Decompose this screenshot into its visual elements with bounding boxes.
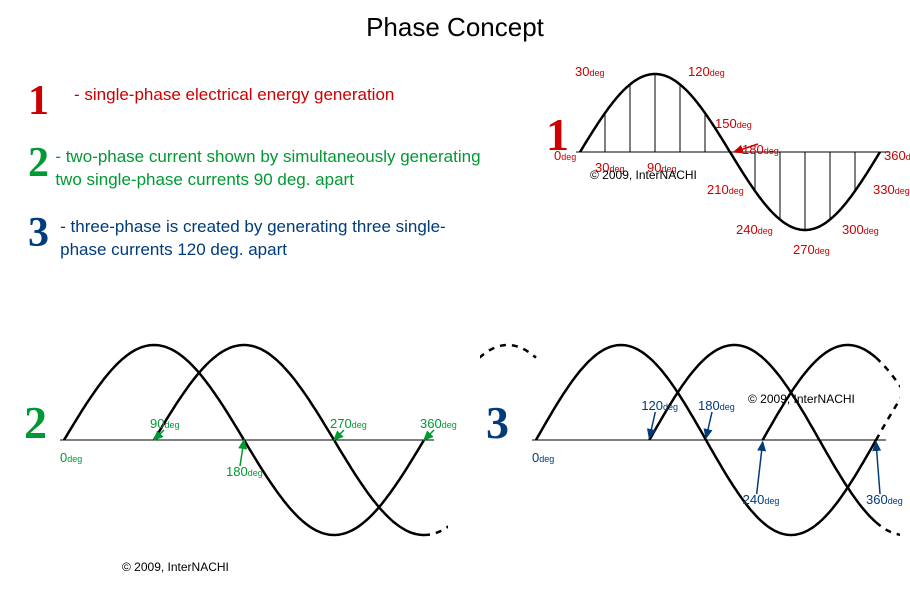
degree-label: 0deg xyxy=(554,148,576,163)
degree-label: 30deg xyxy=(575,64,605,79)
legend-row: 2- two-phase current shown by simultaneo… xyxy=(28,142,488,192)
chart-single-phase: 10deg30deg120deg150deg180deg30deg90deg21… xyxy=(540,60,900,270)
chart-number: 3 xyxy=(486,396,509,449)
legend-text: - single-phase electrical energy generat… xyxy=(74,80,394,107)
degree-label: 0deg xyxy=(532,450,554,465)
degree-label: 150deg xyxy=(715,116,752,131)
degree-label: 360deg xyxy=(420,416,457,431)
degree-label: 0deg xyxy=(60,450,82,465)
copyright-text: © 2009, InterNACHI xyxy=(748,392,855,406)
legend: 1- single-phase electrical energy genera… xyxy=(28,80,488,282)
legend-row: 1- single-phase electrical energy genera… xyxy=(28,80,488,122)
degree-label: 330deg xyxy=(873,182,910,197)
chart-two-phase: 20deg90deg180deg270deg360deg© 2009, Inte… xyxy=(18,330,448,590)
degree-label: 180deg xyxy=(698,398,735,413)
copyright-text: © 2009, InterNACHI xyxy=(590,168,697,182)
legend-num: 3 xyxy=(28,212,60,254)
degree-label: 240deg xyxy=(736,222,773,237)
chart-number: 2 xyxy=(24,396,47,449)
degree-label: 210deg xyxy=(707,182,744,197)
chart-three-phase: 3 0deg 120deg 180deg 240deg 360deg © 2009, Int… xyxy=(480,330,900,590)
degree-label: 90deg xyxy=(150,416,180,431)
copyright-text: © 2009, InterNACHI xyxy=(122,560,229,574)
legend-num: 1 xyxy=(28,80,74,122)
page-title: Phase Concept xyxy=(0,12,910,43)
degree-label: 180deg xyxy=(742,142,779,157)
degree-label: 300deg xyxy=(842,222,879,237)
legend-row: 3- three-phase is created by generating … xyxy=(28,212,488,262)
legend-num: 2 xyxy=(28,142,55,184)
degree-label: 360deg xyxy=(866,492,903,507)
degree-label: 360deg xyxy=(884,148,910,163)
degree-label: 270deg xyxy=(330,416,367,431)
legend-text: - two-phase current shown by simultaneou… xyxy=(55,142,488,192)
degree-label: 240deg xyxy=(743,492,780,507)
degree-label: 120deg xyxy=(641,398,678,413)
legend-text: - three-phase is created by generating t… xyxy=(60,212,488,262)
degree-label: 120deg xyxy=(688,64,725,79)
degree-label: 180deg xyxy=(226,464,263,479)
degree-label: 270deg xyxy=(793,242,830,257)
